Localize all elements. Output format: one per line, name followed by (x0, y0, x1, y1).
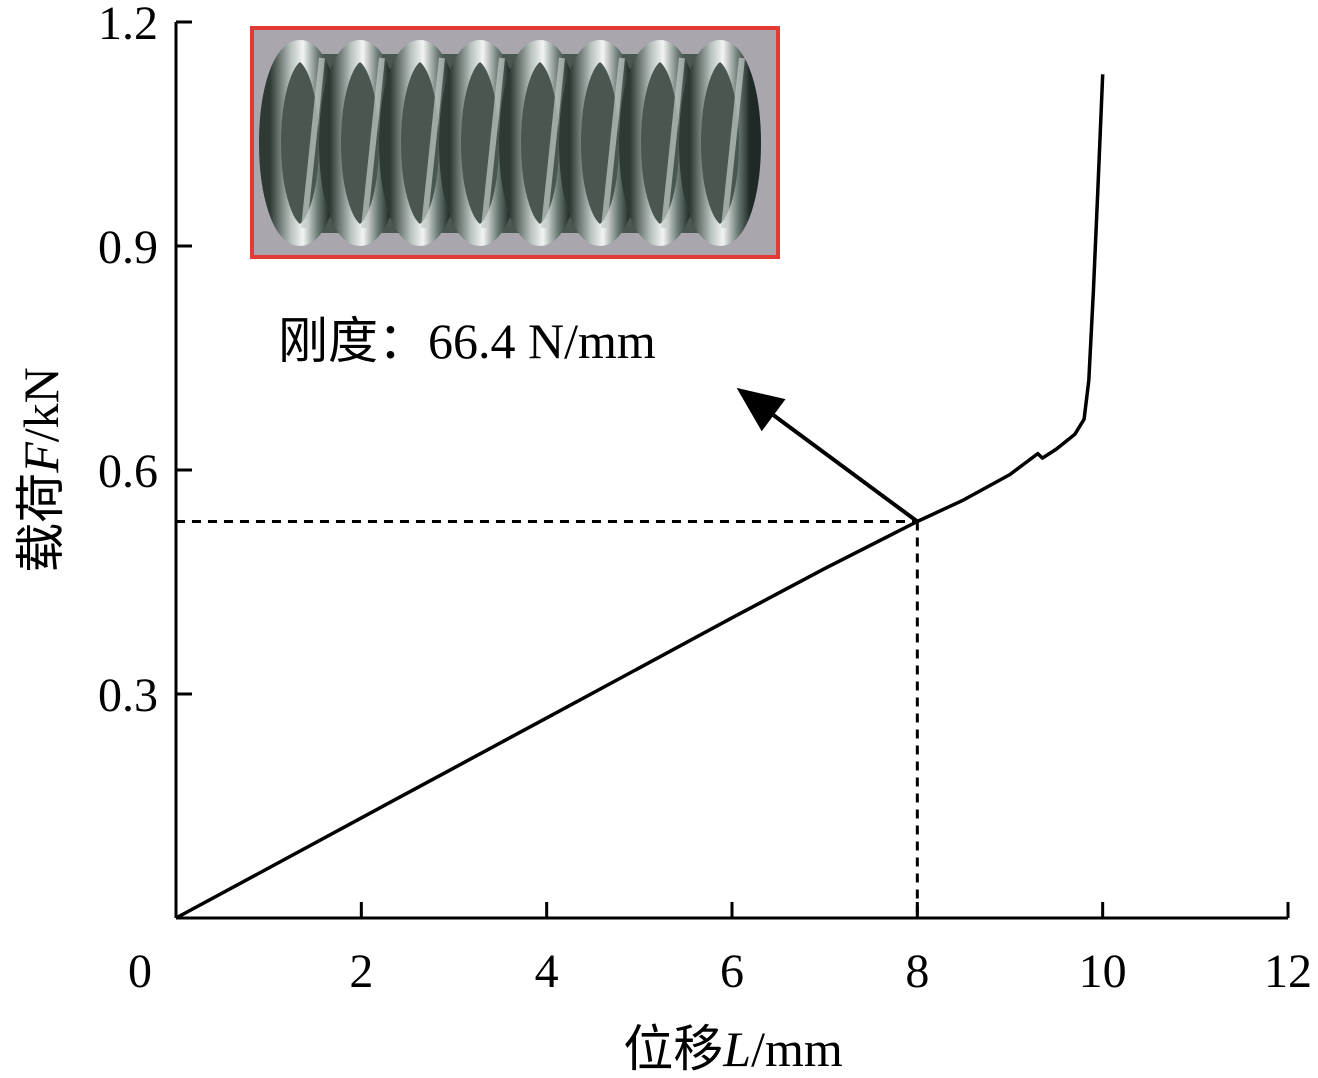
spring-coil (679, 40, 761, 246)
x-tick-label: 4 (535, 945, 559, 998)
series-line (175, 74, 1105, 920)
y-tick-label: 0.6 (98, 445, 158, 498)
spring-coil-highlight (301, 57, 325, 229)
dashed-guide-lines (176, 520, 919, 918)
y-tick-label: 0.3 (98, 669, 158, 722)
x-tick-label: 12 (1264, 945, 1312, 998)
spring-coil-highlight (361, 57, 385, 229)
spring-coil-highlight (601, 57, 625, 229)
spring-coil-highlight (661, 57, 685, 229)
spring-coil-highlight (481, 57, 505, 229)
x-axis-label: 位移L/mm (623, 1021, 843, 1077)
x-tick-label: 0 (128, 945, 152, 998)
annotation-arrow-shaft (772, 413, 919, 524)
stiffness-label: 刚度：66.4 N/mm (278, 313, 656, 369)
y-axis-label: 载荷F/kN (13, 367, 69, 573)
x-tick-label: 6 (720, 945, 744, 998)
spring-coil-highlight (721, 57, 745, 229)
spring-coil-highlight (421, 57, 445, 229)
x-tick-label: 8 (905, 945, 929, 998)
y-tick-label: 0.9 (98, 221, 158, 274)
series-group (175, 74, 1105, 920)
y-ticks: 0.3 0.6 0.9 1.2 (98, 0, 192, 722)
x-tick-label: 2 (349, 945, 373, 998)
x-ticks: 0 2 4 6 8 10 12 (128, 902, 1312, 998)
spring-coil-highlight (541, 57, 565, 229)
spring-photo-inset (250, 26, 780, 259)
inset-border (250, 26, 780, 259)
y-tick-label: 1.2 (98, 0, 158, 50)
x-tick-label: 10 (1079, 945, 1127, 998)
annotation-arrow-head (736, 387, 786, 432)
stiffness-annotation: 刚度：66.4 N/mm (278, 313, 919, 524)
